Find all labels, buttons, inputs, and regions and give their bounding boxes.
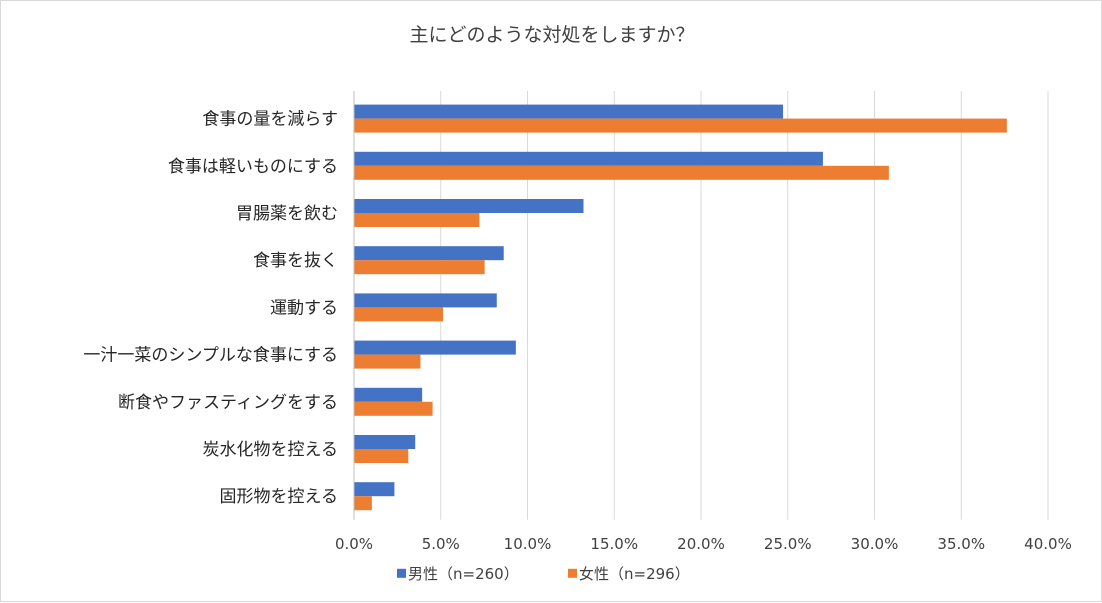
bar-male-7 [354, 435, 416, 449]
category-label: 固形物を控える [220, 487, 339, 507]
legend-swatch-female [568, 568, 577, 578]
category-label: 運動する [270, 298, 338, 318]
bar-male-8 [354, 482, 395, 497]
bar-male-6 [354, 387, 423, 402]
category-label: 一汁一菜のシンプルな食事にする [83, 346, 338, 366]
category-label: 炭水化物を控える [203, 440, 339, 460]
x-tick-label: 15.0% [590, 535, 638, 553]
category-label: 食事は軽いものにする [168, 157, 338, 177]
legend-swatch-male [397, 568, 406, 578]
bar-male-3 [354, 246, 504, 261]
x-tick-label: 10.0% [504, 535, 552, 553]
x-tick-label: 35.0% [937, 535, 985, 553]
bar-male-5 [354, 340, 516, 355]
bar-female-2 [354, 213, 480, 227]
bar-female-1 [354, 165, 889, 180]
x-tick-label: 30.0% [851, 535, 899, 553]
category-labels: 食事の量を減らす食事は軽いものにする胃腸薬を飲む食事を抜く運動する一汁一菜のシン… [83, 110, 338, 508]
legend-label-male: 男性（n=260） [408, 565, 519, 583]
bar-male-1 [354, 151, 823, 166]
bar-male-0 [354, 104, 784, 119]
bar-female-0 [354, 118, 1007, 133]
category-label: 胃腸薬を飲む [236, 204, 338, 224]
bar-female-5 [354, 354, 421, 369]
legend-label-female: 女性（n=296） [579, 565, 690, 583]
category-label: 断食やファスティングをする [118, 393, 338, 413]
category-label: 食事の量を減らす [202, 110, 338, 130]
bar-female-8 [354, 496, 372, 511]
x-tick-label: 25.0% [764, 535, 812, 553]
x-tick-label: 20.0% [677, 535, 725, 553]
bar-female-4 [354, 307, 443, 322]
bar-female-6 [354, 401, 433, 416]
bar-male-4 [354, 293, 497, 308]
tick-labels: 0.0% 5.0% 10.0% 15.0% 20.0% 25.0% 30.0% 35.0% 40… [335, 535, 1072, 553]
bars [354, 104, 1007, 511]
bar-male-2 [354, 199, 584, 213]
x-tick-label: 0.0% [335, 535, 373, 553]
x-tick-label: 5.0% [422, 535, 460, 553]
chart-title: 主にどのような対処をしますか？ [409, 24, 694, 46]
category-label: 食事を抜く [253, 251, 338, 271]
bar-female-3 [354, 260, 485, 275]
bar-female-7 [354, 449, 409, 463]
legend: 男性（n=260） 女性（n=296） [397, 565, 690, 583]
x-tick-label: 40.0% [1024, 535, 1072, 553]
